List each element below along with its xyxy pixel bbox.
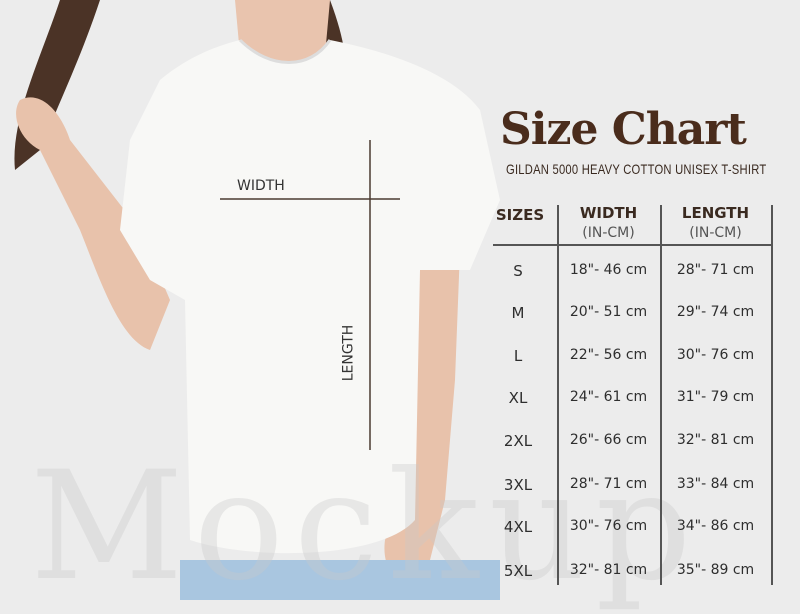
cell-width: 22"- 56 cm bbox=[569, 347, 648, 363]
cell-length: 32"- 81 cm bbox=[676, 432, 755, 448]
cell-width: 26"- 66 cm bbox=[569, 432, 648, 448]
column-divider bbox=[557, 205, 559, 585]
width-label: WIDTH bbox=[237, 178, 285, 194]
subtitle: GILDAN 5000 HEAVY COTTON UNISEX T-SHIRT bbox=[506, 161, 767, 177]
cell-length: 35"- 89 cm bbox=[676, 562, 755, 578]
arm-left bbox=[16, 97, 171, 350]
cell-length: 28"- 71 cm bbox=[676, 262, 755, 278]
cell-width: 30"- 76 cm bbox=[569, 518, 648, 534]
cell-size: S bbox=[513, 262, 523, 280]
cell-width: 32"- 81 cm bbox=[569, 562, 648, 578]
length-label: LENGTH bbox=[340, 324, 357, 382]
col-unit-width: (IN-CM) bbox=[582, 225, 635, 241]
column-divider bbox=[660, 205, 662, 585]
cell-size: XL bbox=[508, 389, 528, 407]
col-header-length: LENGTH bbox=[681, 204, 750, 222]
arm-right bbox=[384, 250, 460, 578]
cell-width: 28"- 71 cm bbox=[569, 476, 648, 492]
cell-width: 20"- 51 cm bbox=[569, 304, 648, 320]
col-header-sizes: SIZES bbox=[495, 206, 545, 224]
cell-size: 4XL bbox=[503, 518, 533, 536]
model-photo bbox=[14, 0, 500, 600]
col-header-width: WIDTH bbox=[579, 204, 638, 222]
cell-length: 33"- 84 cm bbox=[676, 476, 755, 492]
cell-width: 18"- 46 cm bbox=[569, 262, 648, 278]
cell-size: 2XL bbox=[503, 432, 533, 450]
header-divider bbox=[493, 244, 771, 246]
page-title: Size Chart bbox=[500, 104, 747, 155]
cell-size: 3XL bbox=[503, 476, 533, 494]
cell-size: M bbox=[511, 304, 525, 322]
cell-width: 24"- 61 cm bbox=[569, 389, 648, 405]
col-unit-length: (IN-CM) bbox=[689, 225, 742, 241]
cell-length: 29"- 74 cm bbox=[676, 304, 755, 320]
column-divider bbox=[771, 205, 773, 585]
cell-length: 30"- 76 cm bbox=[676, 347, 755, 363]
cell-size: 5XL bbox=[503, 562, 533, 580]
jeans bbox=[180, 560, 500, 600]
cell-length: 34"- 86 cm bbox=[676, 518, 755, 534]
cell-size: L bbox=[513, 347, 523, 365]
t-shirt bbox=[120, 40, 500, 554]
watermark: Mockup bbox=[30, 440, 702, 614]
cell-length: 31"- 79 cm bbox=[676, 389, 755, 405]
